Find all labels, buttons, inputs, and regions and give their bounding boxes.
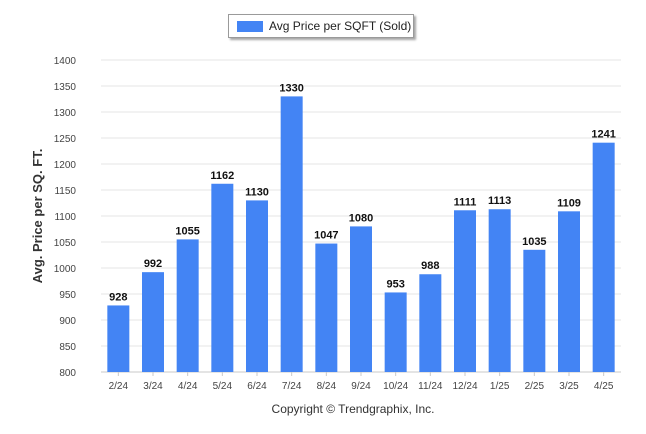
x-tick-label: 7/24 <box>282 381 302 392</box>
data-label: 1162 <box>210 170 234 182</box>
legend-swatch <box>237 21 263 32</box>
data-label: 1047 <box>314 230 338 242</box>
y-tick-label: 850 <box>59 342 76 353</box>
data-label: 1130 <box>245 186 269 198</box>
legend: Avg Price per SQFT (Sold) <box>228 14 414 38</box>
y-tick-label: 900 <box>59 316 76 327</box>
y-axis-ticks: 800 850 900 950 1000 1050 1100 1150 1200 1250 1300… <box>54 56 77 379</box>
x-tick-label: 2/25 <box>525 381 545 392</box>
data-label: 1035 <box>522 236 546 248</box>
copyright-text: Copyright © Trendgraphix, Inc. <box>271 402 435 416</box>
x-axis-ticks: 2/24 3/24 4/24 5/24 6/24 7/24 8/24 9/24 10/24 11/… <box>109 372 614 392</box>
data-labels: 928 992 1055 1162 1130 1330 1047 1080 953 988 1111… <box>109 82 616 303</box>
x-tick-label: 4/24 <box>178 381 198 392</box>
x-tick-label: 6/24 <box>247 381 267 392</box>
data-label: 992 <box>144 258 162 270</box>
x-tick-label: 12/24 <box>452 381 477 392</box>
x-tick-label: 3/24 <box>143 381 163 392</box>
x-tick-label: 2/24 <box>109 381 129 392</box>
bar <box>246 200 268 372</box>
y-tick-label: 950 <box>59 290 76 301</box>
bar <box>211 183 234 372</box>
y-tick-label: 1100 <box>54 212 76 223</box>
bar <box>454 210 476 372</box>
data-label: 1109 <box>557 197 581 209</box>
y-tick-label: 1350 <box>54 82 77 93</box>
bar <box>419 274 442 372</box>
data-label: 1080 <box>349 212 373 224</box>
data-label: 1111 <box>454 196 477 208</box>
bars <box>107 96 615 373</box>
x-tick-label: 3/25 <box>559 381 579 392</box>
data-label: 1055 <box>175 225 199 237</box>
bar <box>488 209 511 372</box>
x-tick-label: 9/24 <box>351 381 371 392</box>
bar <box>142 272 164 372</box>
bar <box>315 243 338 372</box>
bar <box>176 239 199 372</box>
data-label: 1241 <box>591 129 615 141</box>
data-label: 953 <box>386 278 404 290</box>
x-tick-label: 10/24 <box>383 381 408 392</box>
bar <box>592 142 615 372</box>
bar <box>384 292 407 372</box>
bar <box>107 305 130 372</box>
y-tick-label: 1000 <box>54 264 77 275</box>
x-tick-label: 11/24 <box>418 381 443 392</box>
data-label: 1113 <box>488 195 511 207</box>
x-tick-label: 5/24 <box>213 381 233 392</box>
legend-label: Avg Price per SQFT (Sold) <box>269 19 412 33</box>
y-tick-label: 1300 <box>54 108 77 119</box>
bar <box>558 211 580 372</box>
y-axis-title: Avg. Price per SQ. FT. <box>30 149 45 284</box>
data-label: 1330 <box>279 82 303 94</box>
y-tick-label: 1050 <box>54 238 77 249</box>
y-tick-label: 1200 <box>54 160 77 171</box>
data-label: 988 <box>421 260 439 272</box>
x-tick-label: 4/25 <box>594 381 614 392</box>
x-tick-label: 8/24 <box>317 381 337 392</box>
bar <box>523 249 546 372</box>
data-label: 928 <box>109 291 127 303</box>
y-tick-label: 1150 <box>54 186 76 197</box>
y-tick-label: 1400 <box>54 56 77 67</box>
y-tick-label: 1250 <box>54 134 77 145</box>
bar <box>280 96 303 373</box>
x-tick-label: 1/25 <box>490 381 510 392</box>
y-tick-label: 800 <box>59 368 76 379</box>
bar <box>350 226 372 372</box>
